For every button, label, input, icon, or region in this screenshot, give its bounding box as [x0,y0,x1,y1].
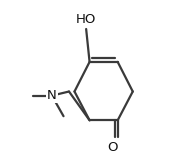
Text: HO: HO [76,13,96,27]
Text: N: N [47,89,57,102]
Text: O: O [107,141,118,154]
